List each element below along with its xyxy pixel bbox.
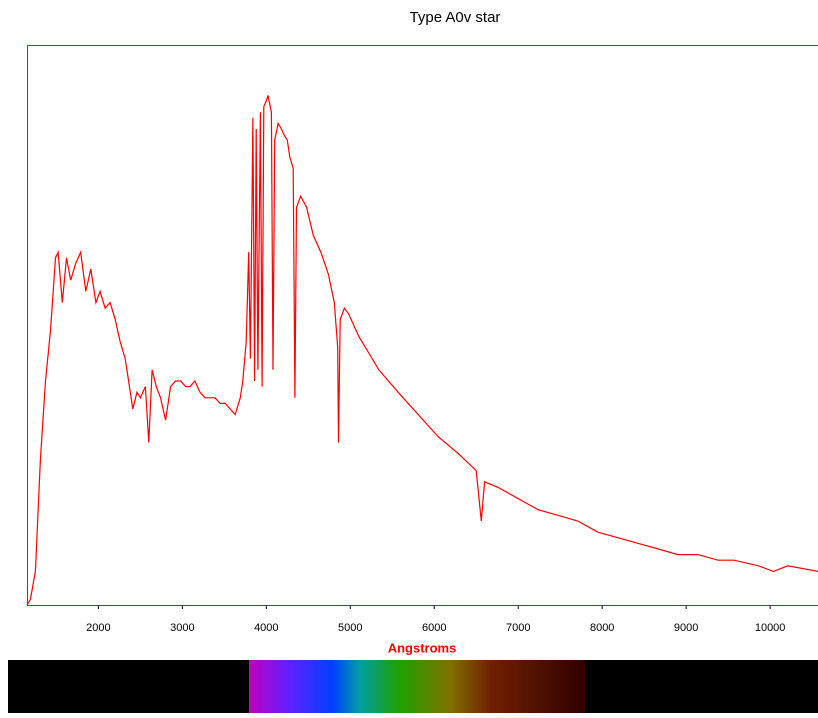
x-tick-label: 8000 — [590, 622, 614, 634]
x-tick-label: 9000 — [674, 622, 698, 634]
x-tick-label: 2000 — [86, 622, 110, 634]
chart-title: Type A0v star — [410, 9, 501, 26]
x-tick-label: 5000 — [338, 622, 362, 634]
x-axis-label: Angstroms — [388, 640, 457, 655]
spectrum-line — [27, 95, 818, 605]
x-tick-label: 10000 — [755, 622, 786, 634]
x-tick-label: 7000 — [506, 622, 530, 634]
x-tick-label: 4000 — [254, 622, 278, 634]
spectrum-colors — [249, 660, 585, 713]
x-tick-label: 3000 — [170, 622, 194, 634]
x-tick-label: 6000 — [422, 622, 446, 634]
plot-frame — [28, 46, 818, 606]
